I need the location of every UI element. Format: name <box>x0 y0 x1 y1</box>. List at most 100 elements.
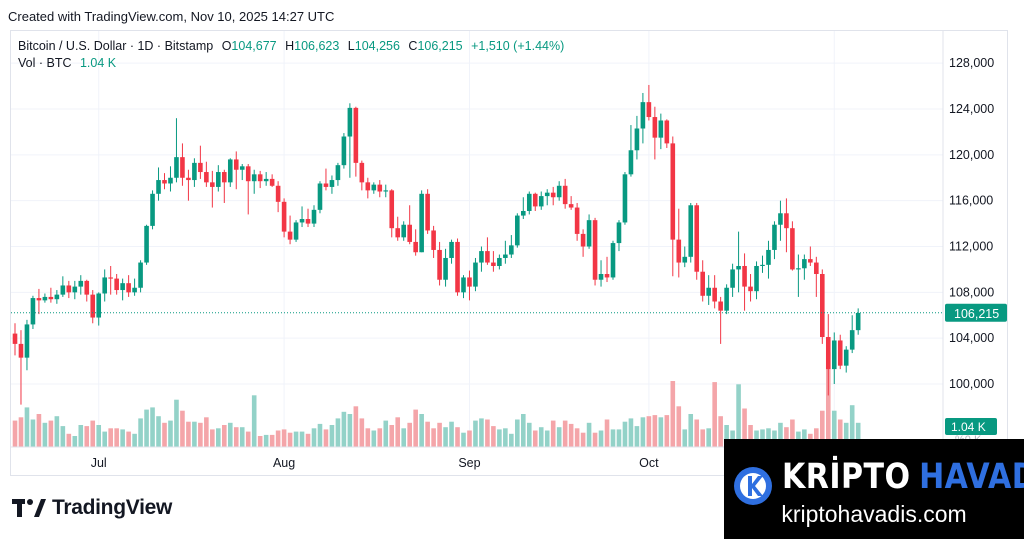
candle <box>383 184 389 198</box>
candle <box>251 169 257 194</box>
volume-bar <box>515 419 520 447</box>
candle <box>586 214 592 249</box>
candle <box>168 166 173 192</box>
kriptohavadis-logo-icon <box>734 467 772 505</box>
volume-bar <box>724 425 729 447</box>
candle <box>120 278 125 301</box>
candle-body <box>730 269 735 288</box>
candle <box>24 319 30 371</box>
candle-body <box>479 251 484 263</box>
candle <box>413 229 418 256</box>
price-chart[interactable]: 100,000 104,000 108,000 112,000 116,000 120,0… <box>11 31 1009 477</box>
volume-bar <box>825 352 831 447</box>
volume-bar <box>425 421 430 447</box>
volume-bar <box>634 426 640 447</box>
banner-site-url[interactable]: kriptohavadis.com <box>781 501 967 527</box>
volume-bar <box>30 419 36 447</box>
volume-bar <box>126 431 131 447</box>
candle-body <box>144 225 149 263</box>
chart-frame[interactable]: 100,000 104,000 108,000 112,000 116,000 120,0… <box>10 30 1009 477</box>
candle <box>556 181 562 201</box>
candle-body <box>790 228 795 270</box>
candle <box>42 293 48 303</box>
candle-body <box>102 277 107 294</box>
volume-bar <box>419 414 424 447</box>
candle <box>634 115 640 160</box>
candle <box>503 240 508 264</box>
candle-body <box>622 174 628 223</box>
volume-bar <box>227 422 233 447</box>
x-tick-label: Aug <box>273 456 295 470</box>
volume-bar <box>54 416 60 447</box>
candle-body <box>126 283 131 293</box>
candle-body <box>843 349 849 366</box>
tradingview-logo[interactable]: TradingView <box>12 494 172 522</box>
symbol-legend: Bitcoin / U.S. Dollar · 1D · Bitstamp O1… <box>18 38 564 72</box>
x-tick-label: Sep <box>458 456 480 470</box>
candle-body <box>407 224 412 242</box>
candle <box>347 103 353 178</box>
candle-body <box>245 166 251 182</box>
candle-body <box>814 262 819 275</box>
candle <box>108 265 113 295</box>
volume-bar <box>36 414 42 447</box>
candle <box>48 287 54 303</box>
volume-bar <box>509 433 514 447</box>
tradingview-logo-icon <box>12 499 46 517</box>
volume-bar <box>544 430 550 447</box>
candle <box>275 181 281 213</box>
candle <box>204 161 209 187</box>
candle-body <box>227 159 233 183</box>
volume-bar <box>335 418 341 447</box>
candle <box>616 220 622 252</box>
kriptohavadis-banner[interactable]: KRİPTOHAVADİS kriptohavadis.com <box>724 439 1024 539</box>
candle-body <box>54 294 60 300</box>
candle <box>652 106 658 160</box>
candle-body <box>473 262 478 287</box>
volume-bar <box>706 428 711 447</box>
volume-bar <box>48 420 54 447</box>
candle-body <box>825 337 831 370</box>
volume-bar <box>150 407 155 447</box>
candle <box>718 296 723 344</box>
candle-body <box>84 280 90 295</box>
candle <box>515 213 520 248</box>
candle-body <box>688 205 694 257</box>
candle <box>820 269 825 344</box>
volume-bar <box>479 418 484 447</box>
candle-body <box>515 215 520 246</box>
candle <box>814 256 819 297</box>
volume-bar <box>275 430 281 447</box>
candle-body <box>718 301 723 311</box>
candle-body <box>413 241 418 253</box>
low-label: L <box>347 39 355 53</box>
candle <box>353 106 359 177</box>
candle <box>174 118 179 183</box>
volume-bar <box>431 428 436 447</box>
candle <box>60 276 66 297</box>
candle <box>407 205 412 245</box>
candle-body <box>323 183 329 187</box>
candle <box>335 162 341 186</box>
candle-body <box>299 219 305 223</box>
candle <box>568 196 574 210</box>
candle-body <box>239 166 245 170</box>
volume-bar <box>132 433 137 447</box>
candle-body <box>210 182 215 187</box>
candle <box>102 269 107 302</box>
candle <box>538 191 544 210</box>
candle <box>323 168 329 191</box>
open-label: O <box>221 39 232 53</box>
candle <box>72 280 78 300</box>
volume-label[interactable]: Vol · BTC <box>18 56 72 70</box>
symbol-title[interactable]: Bitcoin / U.S. Dollar · 1D · Bitstamp <box>18 39 214 53</box>
candle <box>389 189 395 238</box>
volume-bar <box>562 420 568 447</box>
candle-body <box>748 286 753 292</box>
y-tick-label: 116,000 <box>949 194 993 208</box>
candle <box>622 172 628 225</box>
volume-bar <box>329 425 335 447</box>
candle-body <box>694 205 700 272</box>
candle-body <box>24 324 30 358</box>
volume-bar <box>831 410 837 447</box>
